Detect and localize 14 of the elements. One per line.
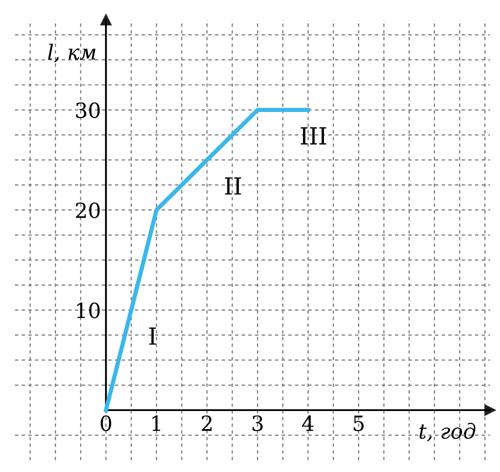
annotation: III: [300, 127, 326, 145]
y-tick-label: 30: [76, 102, 100, 118]
annotation: I: [149, 327, 156, 345]
x-tick-label: 1: [152, 415, 160, 431]
annotation: II: [224, 177, 242, 195]
x-axis-title: t, год: [419, 422, 476, 442]
x-tick-label: 0: [100, 415, 112, 432]
y-tick-label: 10: [77, 302, 100, 318]
y-tick-label: 20: [76, 202, 100, 218]
x-tick-label: 2: [202, 415, 212, 431]
y-axis-title: l, км: [48, 44, 96, 62]
x-tick-label: 5: [354, 416, 364, 432]
x-tick-label: 4: [302, 415, 314, 431]
x-tick-label: 3: [252, 415, 263, 432]
